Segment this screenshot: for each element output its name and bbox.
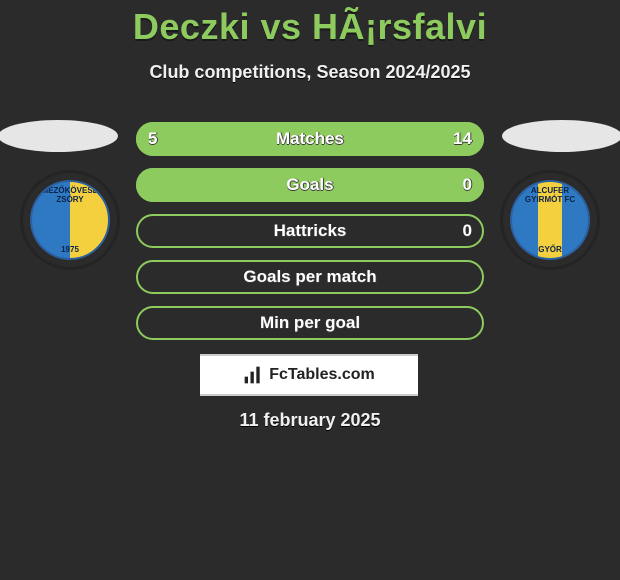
club-crest-right: ALCUFER GYIRMÓT FC GYŐR [500, 170, 600, 270]
stat-value-right: 0 [463, 168, 472, 202]
stat-row: Goals0 [136, 168, 484, 202]
stat-value-right: 14 [453, 122, 472, 156]
stat-row: Matches514 [136, 122, 484, 156]
stat-row: Goals per match [136, 260, 484, 294]
comparison-infographic: Deczki vs HÃ¡rsfalvi Club competitions, … [0, 0, 620, 580]
chart-icon [243, 365, 263, 385]
date-line: 11 february 2025 [0, 410, 620, 431]
stat-track [136, 306, 484, 340]
stat-fill-left [136, 168, 484, 202]
stat-row: Min per goal [136, 306, 484, 340]
stat-fill-right [228, 122, 484, 156]
crest-right-sub: GYŐR [512, 245, 588, 254]
subtitle: Club competitions, Season 2024/2025 [0, 62, 620, 83]
club-crest-left: MEZŐKÖVESD ZSÓRY 1975 [20, 170, 120, 270]
stat-value-left: 5 [148, 122, 157, 156]
player-oval-left [0, 120, 118, 152]
comparison-bars: Matches514Goals0Hattricks0Goals per matc… [136, 122, 484, 352]
page-title: Deczki vs HÃ¡rsfalvi [0, 0, 620, 48]
player-oval-right [502, 120, 620, 152]
stat-row: Hattricks0 [136, 214, 484, 248]
attribution-badge: FcTables.com [200, 354, 418, 396]
stat-track [136, 260, 484, 294]
stat-track [136, 214, 484, 248]
crest-left-name: MEZŐKÖVESD ZSÓRY [32, 186, 108, 204]
crest-left-sub: 1975 [32, 245, 108, 254]
crest-right-name: ALCUFER GYIRMÓT FC [512, 186, 588, 204]
attribution-text: FcTables.com [269, 366, 375, 384]
stat-value-right: 0 [463, 214, 472, 248]
